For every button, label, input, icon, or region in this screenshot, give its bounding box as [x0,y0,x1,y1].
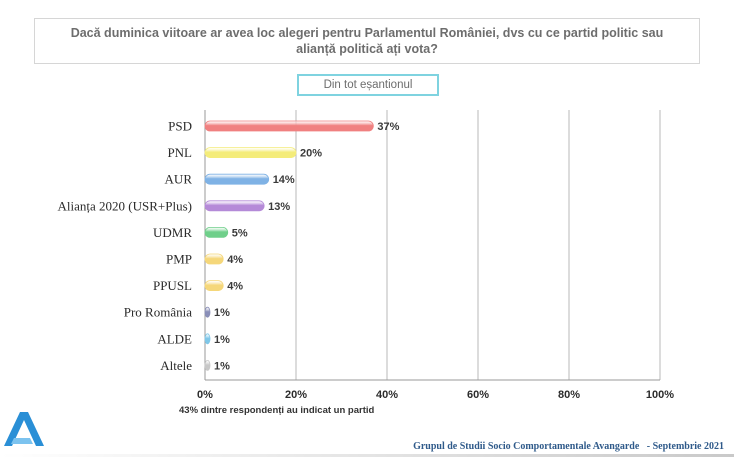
category-label-4: UDMR [153,225,192,240]
bar-0 [204,120,374,132]
category-label-3: Alianța 2020 (USR+Plus) [58,198,192,213]
x-tick-label-100: 100% [646,389,674,401]
value-label-4: 5% [232,227,248,239]
x-tick-label-80: 80% [558,389,580,401]
sample-filter-label: Din tot eșantionul [297,74,439,96]
bar-2 [204,173,270,185]
bar-4 [204,227,229,238]
bars [204,120,374,371]
value-label-1: 20% [300,148,322,160]
value-label-7: 1% [214,307,230,319]
question-text: Dacă duminica viitoare ar avea loc alege… [70,26,664,56]
bar-3 [204,200,265,212]
grid-lines [204,110,661,381]
value-label-6: 4% [227,281,243,293]
question-box: Dacă duminica viitoare ar avea loc alege… [34,18,700,64]
category-label-7: Pro România [124,305,192,320]
x-tick-label-60: 60% [467,389,489,401]
avangarde-logo-icon [4,412,44,446]
footer-source: Grupul de Studii Socio Comportamentale A… [413,441,724,452]
bar-8 [204,333,211,345]
value-label-5: 4% [227,254,243,266]
category-label-8: ALDE [157,331,192,346]
category-label-9: Altele [160,358,192,373]
category-labels: PSD PNL AUR Alianța 2020 (USR+Plus) UDMR PMP P… [58,119,193,373]
sample-label-text: Din tot eșantionul [323,79,413,91]
x-tick-label-40: 40% [376,389,398,401]
bar-chart: PSD PNL AUR Alianța 2020 (USR+Plus) UDMR PMP P… [58,110,674,401]
value-label-0: 37% [377,121,399,133]
value-label-3: 13% [268,201,290,213]
bar-1 [204,147,297,158]
category-label-1: PNL [167,145,192,160]
category-label-6: PPUSL [153,278,192,293]
footnote: 43% dintre respondenți au indicat un par… [179,405,375,416]
value-labels: 37% 20% 14% 13% 5% 4% 4% 1% 1% 1% [214,121,400,372]
footer-divider [0,454,734,457]
value-label-8: 1% [214,334,230,346]
bar-5 [204,253,224,265]
x-axis-tick-labels: 0% 20% 40% 60% 80% 100% [197,389,674,401]
bar-9 [204,359,211,371]
category-label-0: PSD [168,119,192,134]
category-label-5: PMP [166,252,192,267]
bar-7 [204,306,211,318]
bar-6 [204,280,224,292]
category-label-2: AUR [165,172,193,187]
x-tick-label-0: 0% [197,389,213,401]
x-tick-label-20: 20% [285,389,307,401]
value-label-9: 1% [214,360,230,372]
value-label-2: 14% [273,174,295,186]
